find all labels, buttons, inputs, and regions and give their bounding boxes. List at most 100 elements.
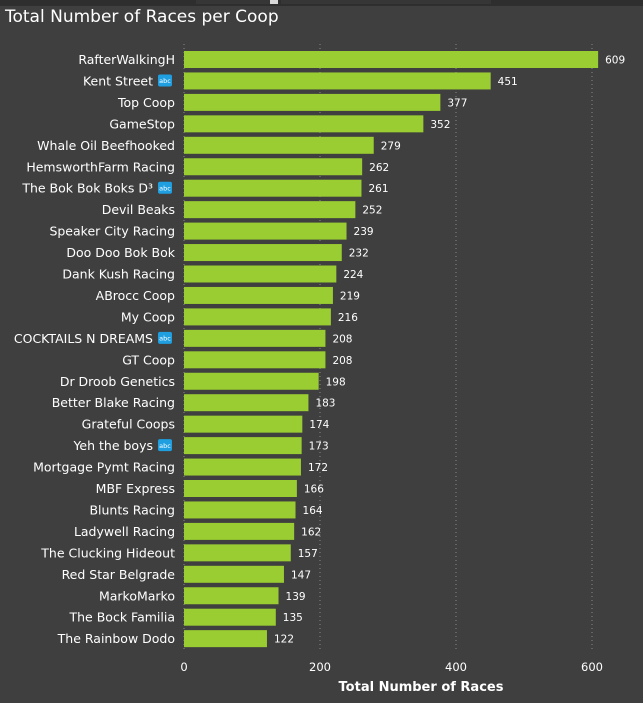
x-tick-label: 0: [180, 660, 187, 674]
text-type-badge-icon: abc: [158, 331, 172, 344]
toolbar-handle[interactable]: [270, 0, 278, 4]
category-label: ABrocc Coop: [96, 288, 175, 303]
value-label: 162: [301, 526, 321, 538]
category-label: Mortgage Pymt Racing: [33, 460, 175, 475]
category-label: My Coop: [121, 309, 175, 324]
category-label: The Rainbow Dodo: [57, 631, 175, 646]
value-label: 173: [309, 441, 329, 453]
svg-text:abc: abc: [159, 184, 171, 192]
x-tick-label: 600: [581, 660, 603, 674]
value-label: 157: [298, 548, 318, 560]
category-label: RafterWalkingH: [78, 52, 175, 67]
bar[interactable]: [184, 244, 342, 262]
category-label: Dank Kush Racing: [62, 267, 175, 282]
value-label: 208: [332, 355, 352, 367]
category-label: GT Coop: [122, 352, 175, 367]
value-label: 183: [315, 398, 335, 410]
value-label: 216: [338, 312, 358, 324]
value-label: 147: [291, 569, 311, 581]
value-label: 609: [605, 55, 625, 67]
text-type-badge-icon: abc: [158, 439, 172, 452]
category-label: COCKTAILS N DREAMS: [14, 331, 153, 346]
toolbar-segment: [196, 0, 270, 4]
bar[interactable]: [184, 136, 374, 154]
category-label: Dr Droob Genetics: [60, 374, 175, 389]
bar[interactable]: [184, 265, 337, 283]
grid-lines: [183, 44, 593, 652]
bar[interactable]: [184, 329, 326, 347]
category-label: Whale Oil Beefhooked: [37, 138, 175, 153]
category-label: Top Coop: [117, 95, 175, 110]
category-label: Blunts Racing: [89, 502, 175, 517]
x-tick-label: 400: [445, 660, 467, 674]
bar[interactable]: [184, 286, 333, 304]
category-label: The Bock Familia: [69, 610, 176, 625]
category-label: The Clucking Hideout: [40, 545, 175, 560]
bar[interactable]: [184, 179, 362, 197]
value-label: 172: [308, 462, 328, 474]
category-label: HemsworthFarm Racing: [26, 159, 175, 174]
category-label: Doo Doo Bok Bok: [66, 245, 175, 260]
value-label: 239: [354, 226, 374, 238]
category-label: Devil Beaks: [102, 202, 175, 217]
value-label: 122: [274, 634, 294, 646]
value-label: 198: [326, 376, 346, 388]
bar[interactable]: [184, 437, 302, 455]
value-label: 352: [430, 119, 450, 131]
category-label: Ladywell Racing: [74, 524, 175, 539]
bar[interactable]: [184, 115, 424, 133]
bar[interactable]: [184, 308, 331, 326]
bar[interactable]: [184, 522, 295, 540]
bar[interactable]: [184, 158, 363, 176]
bar[interactable]: [184, 501, 296, 519]
chart-title: Total Number of Races per Coop: [5, 7, 279, 27]
value-label: 139: [286, 591, 306, 603]
bar[interactable]: [184, 630, 267, 648]
value-label: 232: [349, 248, 369, 260]
value-label: 174: [309, 419, 329, 431]
category-label: Red Star Belgrade: [62, 567, 176, 582]
bar[interactable]: [184, 544, 291, 562]
bar[interactable]: [184, 415, 303, 433]
value-label: 261: [368, 183, 388, 195]
bar[interactable]: [184, 372, 319, 390]
value-label: 252: [362, 205, 382, 217]
category-label: MarkoMarko: [99, 588, 175, 603]
bar[interactable]: [184, 587, 279, 605]
svg-text:abc: abc: [159, 335, 171, 343]
category-label: Speaker City Racing: [49, 224, 175, 239]
category-labels: RafterWalkingH abc Kent Street Top Coop Game…: [14, 52, 176, 646]
value-label: 451: [498, 76, 518, 88]
bar[interactable]: [184, 565, 284, 583]
bar[interactable]: [184, 480, 297, 497]
bar[interactable]: [184, 458, 301, 476]
value-label: 262: [369, 162, 389, 174]
bar[interactable]: [184, 201, 356, 219]
bar[interactable]: [184, 51, 599, 68]
text-type-badge-icon: abc: [158, 74, 172, 87]
bar[interactable]: [184, 72, 491, 90]
svg-text:abc: abc: [159, 77, 171, 85]
bar[interactable]: [184, 222, 347, 240]
text-type-badge-icon: abc: [158, 181, 172, 194]
bars: [184, 51, 599, 648]
bar[interactable]: [184, 394, 309, 412]
category-label: Grateful Coops: [82, 417, 175, 432]
value-label: 135: [283, 612, 303, 624]
value-label: 164: [303, 505, 323, 517]
bar[interactable]: [184, 93, 441, 111]
bar[interactable]: [184, 351, 326, 369]
x-tick-label: 200: [309, 660, 331, 674]
svg-text:abc: abc: [159, 442, 171, 450]
bar[interactable]: [184, 608, 276, 626]
category-label: MBF Express: [96, 481, 175, 496]
value-label: 208: [332, 333, 352, 345]
x-axis-ticks: 0 200 400 600: [180, 660, 603, 674]
top-strip: [0, 0, 643, 6]
category-label: GameStop: [109, 116, 175, 131]
category-label: Kent Street: [83, 73, 153, 88]
x-axis-title: Total Number of Races: [339, 680, 504, 695]
toolbar-segment: [281, 0, 491, 4]
category-label: Yeh the boys: [72, 438, 153, 453]
